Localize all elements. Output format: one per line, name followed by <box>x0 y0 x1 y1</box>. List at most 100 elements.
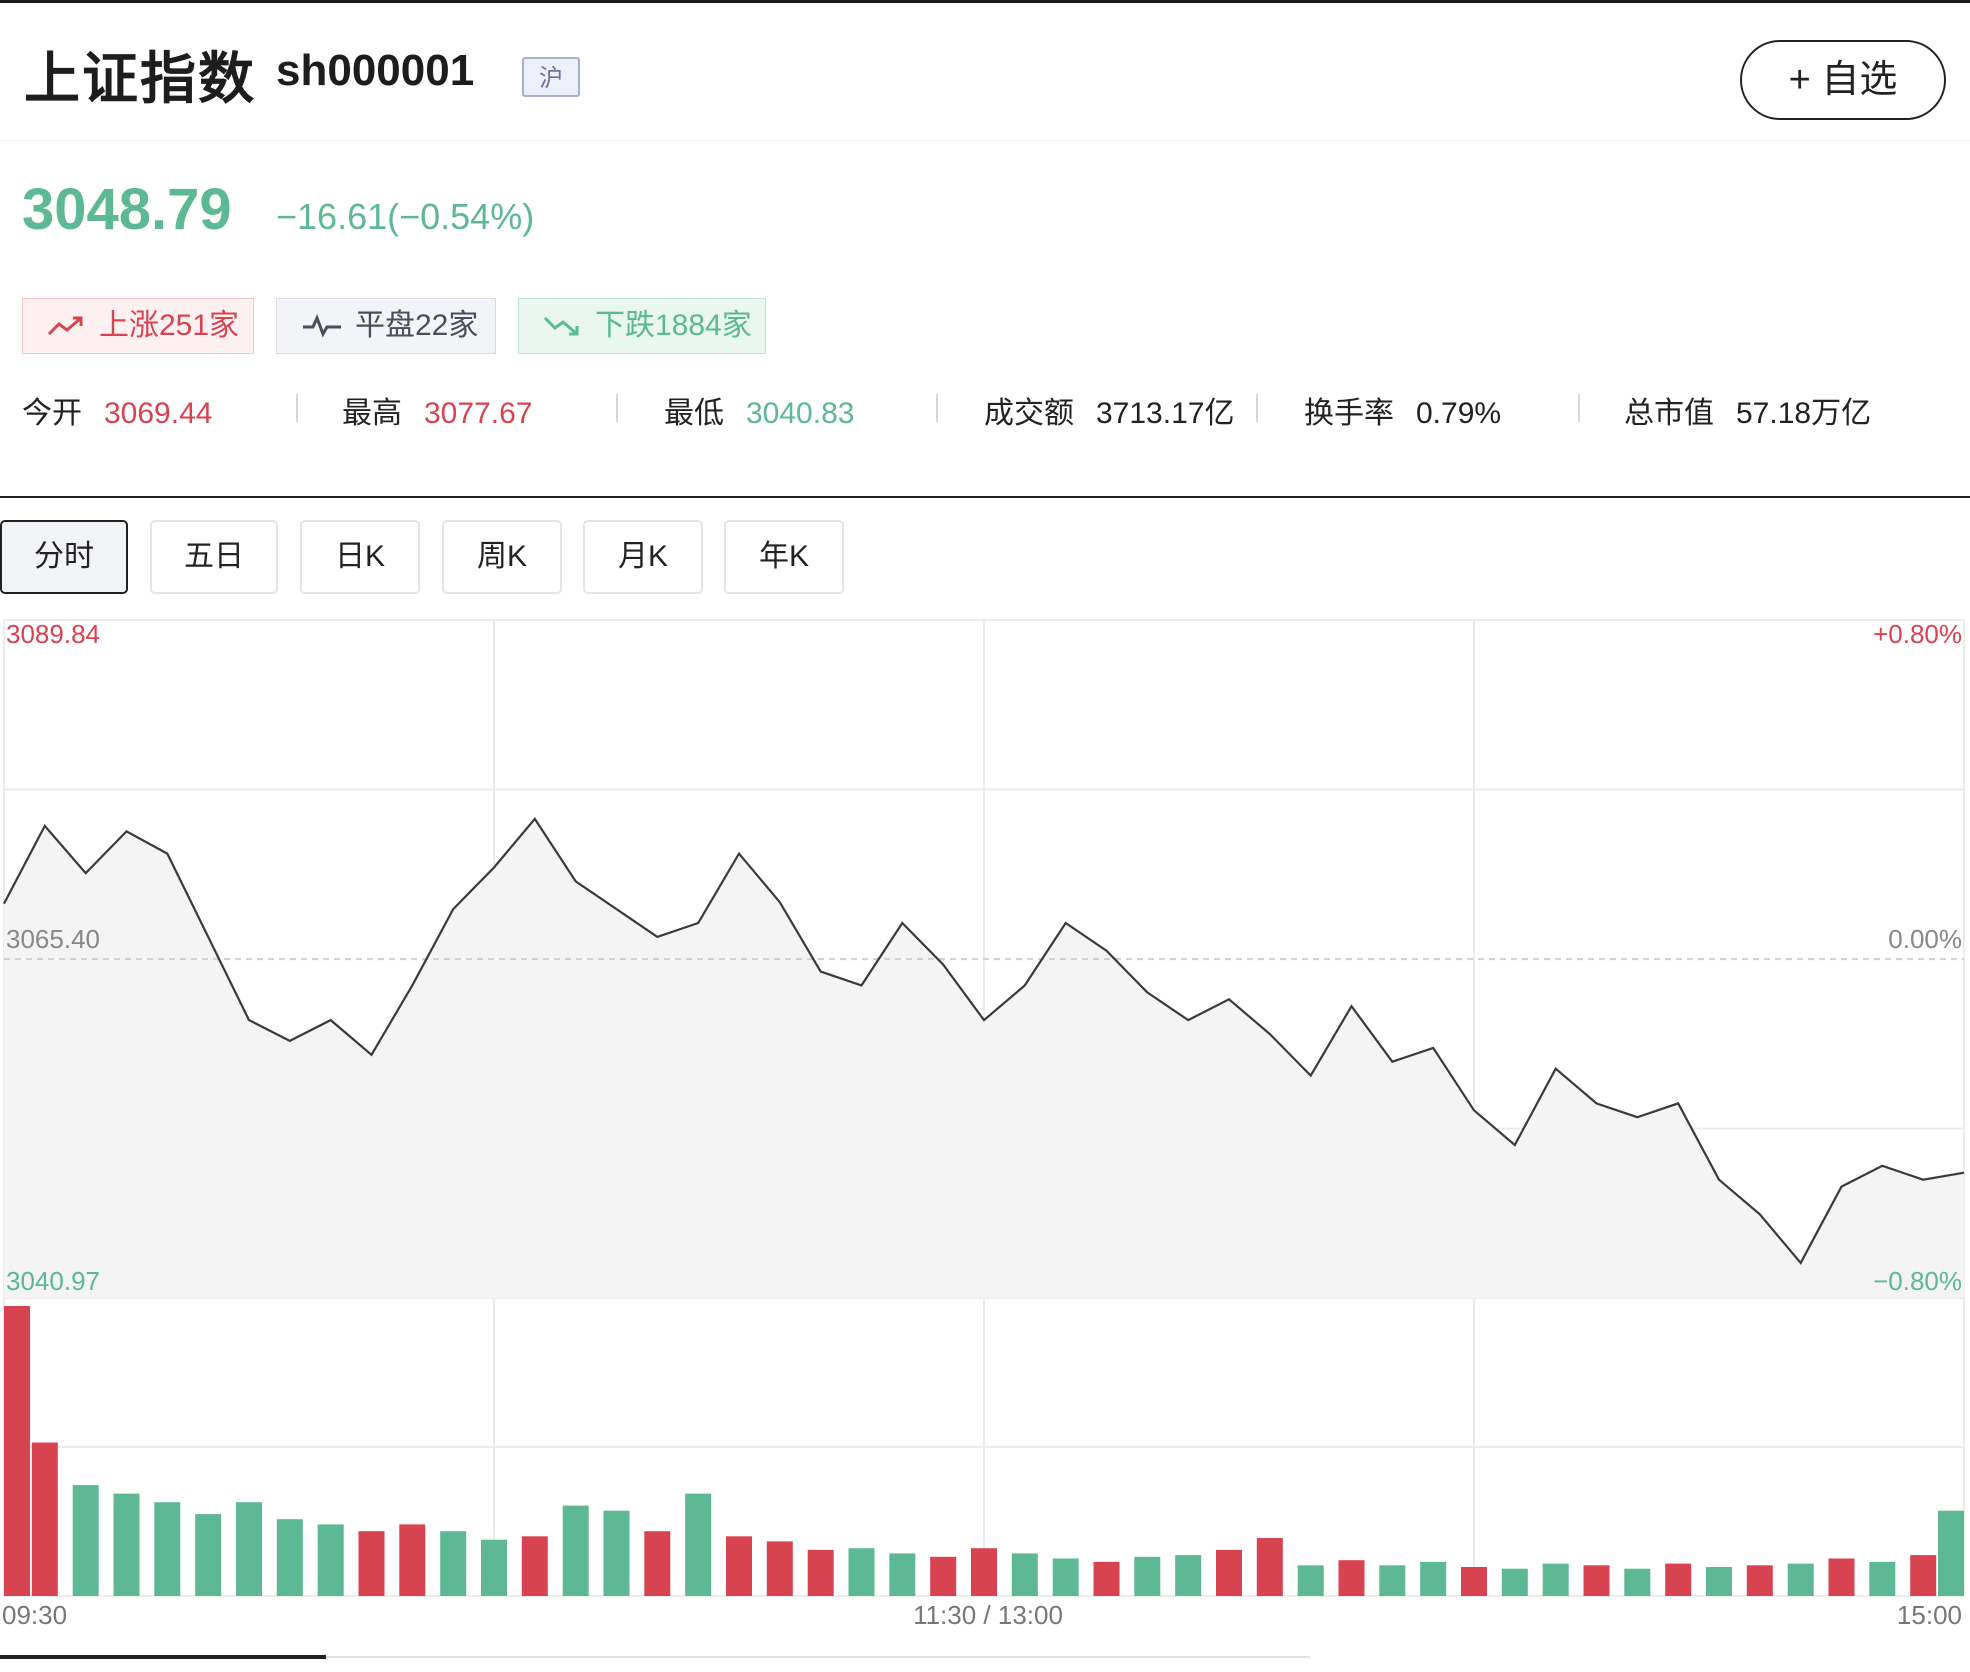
volume-bar <box>807 1549 834 1596</box>
trend-up-icon <box>47 316 83 336</box>
price-axis-high: 3089.84 <box>6 619 100 649</box>
pct-axis-high: +0.80% <box>1873 619 1962 649</box>
stat-turnover-rate-value: 0.79% <box>1416 397 1502 430</box>
tab-five-day[interactable]: 五日 <box>150 520 278 594</box>
decliners-label: 下跌1884家 <box>595 309 752 342</box>
volume-bar <box>1256 1538 1283 1596</box>
volume-bar <box>644 1531 671 1596</box>
unchanged-chip[interactable]: 平盘22家 <box>276 298 496 354</box>
stat-market-cap: 总市值 57.18万亿 <box>1624 397 1872 430</box>
time-label-open: 09:30 <box>2 1600 67 1630</box>
stat-turnover: 成交额 3713.17亿 <box>984 397 1235 430</box>
volume-bar <box>113 1493 140 1596</box>
tab-intraday[interactable]: 分时 <box>0 520 128 594</box>
stat-turnover-rate: 换手率 0.79% <box>1304 397 1502 430</box>
volume-bar <box>4 1306 30 1596</box>
volume-bar <box>1379 1565 1406 1596</box>
pct-axis-low: −0.80% <box>1873 1266 1962 1296</box>
volume-bar <box>440 1531 467 1596</box>
time-label-midday: 11:30 / 13:00 <box>913 1600 1063 1630</box>
price-axis-low: 3040.97 <box>6 1266 100 1296</box>
price-change: −16.61(−0.54%) <box>276 196 535 237</box>
price-axis-mid: 3065.40 <box>6 924 100 954</box>
volume-bar <box>971 1548 997 1596</box>
stat-high: 最高 3077.67 <box>342 397 533 430</box>
volume-bar <box>1338 1560 1365 1596</box>
volume-bar <box>1011 1553 1038 1596</box>
volume-bar <box>889 1553 916 1596</box>
volume-bar <box>1134 1556 1161 1596</box>
volume-bar <box>726 1536 752 1596</box>
volume-bar <box>358 1531 385 1596</box>
stat-market-cap-value: 57.18万亿 <box>1736 397 1872 430</box>
stat-divider <box>1256 394 1258 422</box>
volume-bar <box>930 1556 957 1596</box>
advancers-chip[interactable]: 上涨251家 <box>22 298 254 354</box>
stat-open-value: 3069.44 <box>104 397 213 430</box>
volume-bar <box>848 1548 875 1596</box>
volume-bar <box>1624 1568 1651 1596</box>
volume-bar <box>481 1539 507 1596</box>
advancers-label: 上涨251家 <box>99 309 240 342</box>
volume-bar <box>195 1514 222 1596</box>
tab-yearly-k[interactable]: 年K <box>724 520 844 594</box>
volume-bar <box>1297 1565 1324 1596</box>
decliners-chip[interactable]: 下跌1884家 <box>518 298 766 354</box>
stat-divider <box>616 394 618 422</box>
volume-bar <box>1869 1561 1896 1596</box>
scroll-thumb[interactable] <box>0 1655 326 1659</box>
index-code: sh000001 <box>276 46 475 95</box>
volume-bar <box>276 1519 303 1596</box>
stat-low-value: 3040.83 <box>746 397 855 430</box>
volume-bar <box>1746 1565 1773 1596</box>
header-divider <box>0 140 1970 141</box>
volume-bar <box>1706 1567 1732 1596</box>
scroll-track[interactable] <box>0 1656 1310 1658</box>
price-area <box>4 818 1964 1298</box>
top-border <box>0 0 1970 3</box>
time-label-close: 15:00 <box>1897 1600 1962 1630</box>
volume-bar <box>154 1502 181 1596</box>
unchanged-label: 平盘22家 <box>355 309 479 342</box>
volume-bar <box>1420 1561 1447 1596</box>
volume-bar <box>1501 1568 1528 1596</box>
volume-bar <box>399 1524 426 1596</box>
volume-bar <box>1787 1563 1814 1596</box>
volume-bar <box>1175 1555 1202 1596</box>
stat-divider <box>1578 394 1580 422</box>
stat-high-value: 3077.67 <box>424 397 533 430</box>
tab-weekly-k[interactable]: 周K <box>442 520 562 594</box>
intraday-chart[interactable]: 3089.84 3065.40 3040.97 +0.80% 0.00% −0.… <box>0 610 1970 1672</box>
volume-bar <box>1910 1555 1937 1596</box>
stat-divider <box>936 394 938 422</box>
volume-bar <box>1216 1549 1242 1596</box>
stat-low: 最低 3040.83 <box>664 397 855 430</box>
section-divider <box>0 496 1970 498</box>
add-to-watchlist-button[interactable]: + 自选 <box>1740 40 1946 120</box>
volume-bar <box>1828 1558 1855 1596</box>
stat-open: 今开 3069.44 <box>22 397 213 430</box>
market-badge: 沪 <box>522 57 580 97</box>
volume-bar <box>685 1493 712 1596</box>
volume-bar <box>236 1502 262 1596</box>
tab-daily-k[interactable]: 日K <box>300 520 420 594</box>
pct-axis-mid: 0.00% <box>1888 924 1962 954</box>
volume-bar <box>1093 1561 1120 1596</box>
index-name: 上证指数 <box>24 47 256 110</box>
tab-monthly-k[interactable]: 月K <box>583 520 703 594</box>
volume-bar <box>1052 1558 1079 1596</box>
volume-bar <box>1461 1567 1487 1596</box>
volume-bar <box>1542 1563 1569 1596</box>
volume-bar <box>31 1442 58 1596</box>
volume-bar <box>1938 1510 1964 1596</box>
pulse-icon <box>303 314 341 338</box>
volume-bar <box>521 1536 548 1596</box>
volume-bar <box>603 1510 630 1596</box>
stat-turnover-value: 3713.17亿 <box>1096 397 1235 430</box>
price-line <box>3 817 1965 1265</box>
trend-down-icon <box>543 316 579 336</box>
volume-bar <box>72 1485 99 1596</box>
volume-bar <box>317 1524 344 1596</box>
volume-bar <box>766 1541 793 1596</box>
current-price: 3048.79 <box>22 177 232 242</box>
